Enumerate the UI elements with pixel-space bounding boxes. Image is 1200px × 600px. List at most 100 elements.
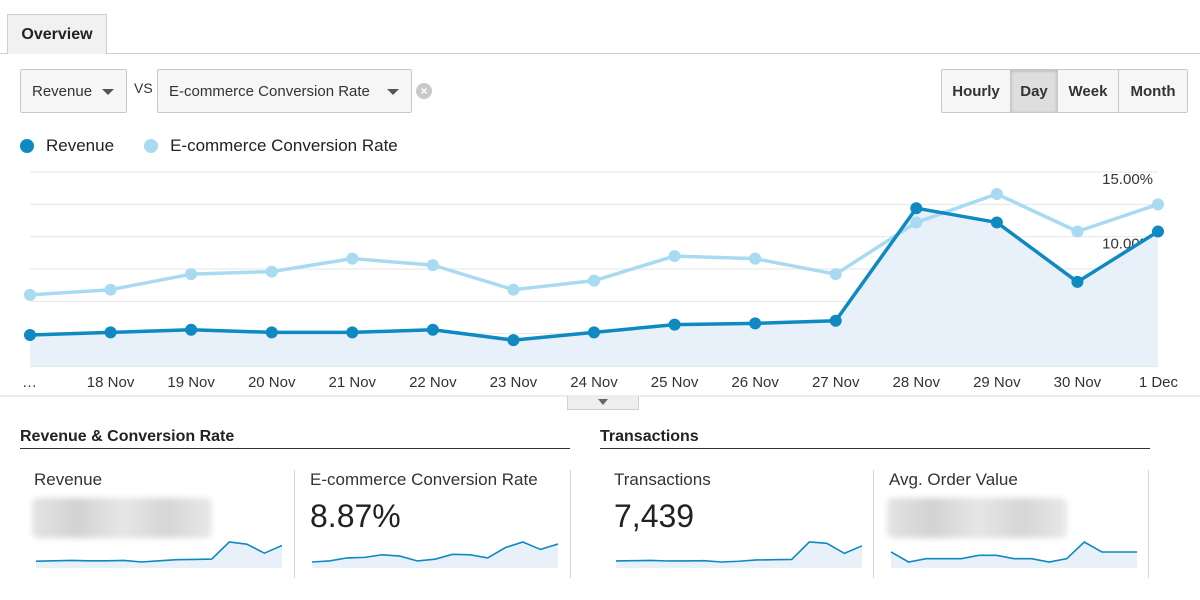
x-tick-label: 24 Nov: [570, 374, 618, 391]
sparkline-line: [891, 541, 1137, 563]
x-tick-label: 22 Nov: [409, 374, 457, 391]
sparkline-area: [312, 542, 558, 568]
revenue-point: [426, 323, 439, 336]
period-toggle: Hourly Day Week Month: [941, 69, 1188, 113]
x-tick-label: 25 Nov: [651, 374, 699, 391]
legend-item-revenue[interactable]: Revenue: [20, 136, 114, 156]
x-tick-label: 18 Nov: [87, 374, 135, 391]
period-week-button[interactable]: Week: [1058, 70, 1119, 112]
revenue-point: [749, 317, 762, 330]
x-tick-label: 20 Nov: [248, 374, 296, 391]
kpi-card-transactions[interactable]: Transactions 7,439: [600, 470, 870, 578]
revenue-point: [265, 326, 278, 339]
kpi-sparkline: [36, 541, 282, 568]
section-divider: [20, 448, 570, 449]
x-tick-label: 30 Nov: [1054, 374, 1102, 391]
conversion-point: [588, 274, 600, 287]
legend-revenue-label: Revenue: [46, 136, 115, 155]
revenue-point: [1071, 275, 1084, 288]
metric2-select-label: E-commerce Conversion Rate: [169, 82, 370, 100]
metric1-select[interactable]: Revenue: [20, 69, 127, 113]
x-tick-label: 1 Dec: [1139, 374, 1179, 391]
period-day-button[interactable]: Day: [1011, 70, 1058, 112]
revenue-point: [104, 326, 117, 339]
sparkline-line: [312, 541, 558, 563]
sparkline-area: [891, 542, 1137, 568]
kpi-label: Avg. Order Value: [889, 470, 1018, 489]
kpi-value: 8.87%: [310, 498, 401, 534]
x-tick-label: 29 Nov: [973, 374, 1021, 391]
chart-collapse-toggle[interactable]: [567, 396, 639, 410]
conversion-point: [990, 187, 1003, 200]
conversion-point: [1152, 198, 1164, 211]
sparkline-area: [616, 542, 862, 568]
caret-down-icon: [598, 399, 608, 405]
revenue-point: [1152, 225, 1164, 238]
revenue-point: [829, 314, 842, 327]
kpi-card-conversion-rate[interactable]: E-commerce Conversion Rate 8.87%: [296, 470, 566, 578]
kpi-sparkline: [616, 541, 862, 568]
kpi-separator: [570, 470, 571, 578]
legend-conversion-dot-icon: [144, 139, 159, 153]
y-tick-label: 15.00%: [1102, 171, 1153, 188]
conversion-point: [1071, 225, 1084, 238]
conversion-point: [185, 268, 198, 281]
chevron-down-icon: [102, 89, 114, 95]
conversion-point: [829, 268, 842, 281]
tab-bar: Overview: [0, 0, 1200, 54]
x-tick-label: 19 Nov: [167, 374, 215, 391]
x-tick-label: …: [22, 374, 37, 391]
clear-comparison-icon[interactable]: ×: [416, 83, 432, 99]
metric1-select-label: Revenue: [32, 82, 93, 100]
section-title-transactions: Transactions: [600, 428, 699, 445]
conversion-point: [426, 259, 439, 272]
kpi-label: E-commerce Conversion Rate: [310, 470, 538, 489]
kpi-label: Revenue: [34, 470, 103, 489]
kpi-value-redacted: [887, 498, 1067, 538]
tab-bar-divider: [0, 53, 1200, 54]
x-tick-label: 23 Nov: [490, 374, 538, 391]
kpi-card-avg-order-value[interactable]: Avg. Order Value: [875, 470, 1145, 578]
kpi-value: 7,439: [614, 498, 695, 534]
conversion-point: [265, 265, 278, 278]
revenue-point: [346, 326, 359, 339]
conversion-point: [24, 288, 36, 301]
section-divider: [600, 448, 1150, 449]
conversion-point: [910, 216, 923, 229]
kpi-sparkline: [312, 541, 558, 568]
revenue-point: [24, 328, 36, 341]
x-tick-label: 27 Nov: [812, 374, 860, 391]
legend-item-conversion[interactable]: E-commerce Conversion Rate: [144, 136, 398, 156]
kpi-label: Transactions: [614, 470, 711, 489]
period-hourly-button[interactable]: Hourly: [942, 70, 1011, 112]
revenue-point: [990, 216, 1003, 229]
revenue-point: [185, 323, 198, 336]
conversion-point: [507, 283, 520, 296]
sparkline-line: [36, 541, 282, 563]
section-title-revenue-conversion: Revenue & Conversion Rate: [20, 428, 235, 445]
legend-conversion-label: E-commerce Conversion Rate: [170, 136, 398, 155]
conversion-point: [749, 252, 762, 265]
tab-overview[interactable]: Overview: [7, 14, 107, 54]
period-month-button[interactable]: Month: [1119, 70, 1187, 112]
chevron-down-icon: [387, 89, 399, 95]
kpi-card-revenue[interactable]: Revenue: [20, 470, 290, 578]
vs-label: VS: [134, 80, 153, 96]
sparkline-area: [36, 542, 282, 568]
kpi-separator: [873, 470, 874, 578]
revenue-area: [30, 208, 1158, 366]
kpi-value-redacted: [32, 498, 212, 538]
kpi-separator: [294, 470, 295, 578]
conversion-point: [104, 283, 117, 296]
conversion-point: [668, 250, 681, 263]
x-tick-label: 28 Nov: [893, 374, 941, 391]
kpi-separator: [1148, 470, 1149, 578]
metric2-select[interactable]: E-commerce Conversion Rate: [157, 69, 412, 113]
revenue-point: [668, 318, 681, 331]
conversion-point: [346, 252, 359, 265]
chart-legend: Revenue E-commerce Conversion Rate: [20, 136, 428, 156]
legend-revenue-dot-icon: [20, 139, 34, 153]
kpi-sparkline: [891, 541, 1137, 568]
revenue-point: [588, 326, 600, 339]
